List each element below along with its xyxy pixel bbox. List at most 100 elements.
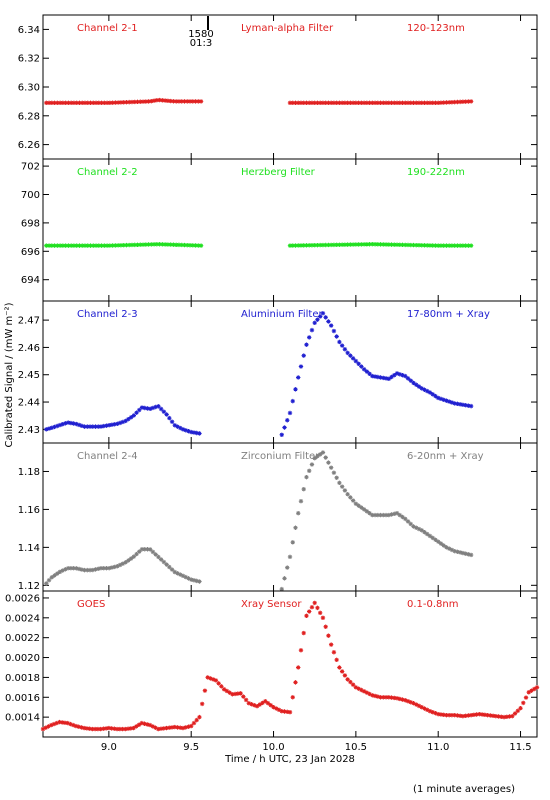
data-point xyxy=(414,242,419,248)
data-point xyxy=(241,694,246,699)
data-point xyxy=(315,317,320,322)
data-point xyxy=(383,695,389,700)
data-point xyxy=(93,100,99,106)
data-point xyxy=(162,98,168,103)
data-point xyxy=(372,100,378,106)
data-point xyxy=(359,364,364,369)
data-point xyxy=(52,573,57,578)
data-point xyxy=(378,512,383,518)
data-point xyxy=(345,492,350,497)
data-point xyxy=(452,712,457,718)
data-point xyxy=(381,100,386,106)
data-point xyxy=(126,558,131,563)
data-point xyxy=(383,242,389,247)
panel-band: 190-222nm xyxy=(407,167,465,178)
data-point xyxy=(290,540,295,545)
data-point xyxy=(296,665,301,670)
data-point xyxy=(290,695,295,700)
data-point xyxy=(350,242,356,247)
data-point xyxy=(265,701,271,706)
data-point xyxy=(85,567,90,573)
data-point xyxy=(137,407,142,413)
panel-band: 0.1-0.8nm xyxy=(407,599,459,610)
data-point xyxy=(518,705,523,711)
data-point xyxy=(57,100,63,106)
series-1-points xyxy=(44,97,204,106)
x-tick-label: 11.5 xyxy=(509,742,531,753)
data-point xyxy=(463,403,468,408)
series-1-points xyxy=(44,242,204,248)
data-point xyxy=(191,430,197,435)
data-point xyxy=(334,475,339,480)
y-tick-label: 6.26 xyxy=(18,140,40,151)
data-point xyxy=(419,386,424,391)
data-point xyxy=(334,100,339,106)
data-point xyxy=(381,375,386,381)
data-point xyxy=(392,242,397,247)
data-point xyxy=(40,726,46,732)
data-point xyxy=(436,539,441,544)
data-point xyxy=(285,565,290,570)
data-point xyxy=(337,242,342,247)
data-point xyxy=(446,546,452,551)
data-point xyxy=(175,571,180,576)
data-point xyxy=(80,243,85,248)
data-point xyxy=(80,100,85,106)
data-point xyxy=(194,430,199,436)
data-point xyxy=(123,726,128,732)
data-point xyxy=(79,725,84,730)
data-point xyxy=(466,99,471,104)
data-point xyxy=(436,243,441,248)
data-point xyxy=(138,99,143,104)
data-point xyxy=(110,243,115,248)
data-point xyxy=(419,528,424,533)
data-point xyxy=(317,100,323,106)
data-point xyxy=(444,545,449,550)
event-marker-bottom: 01:3 xyxy=(190,38,212,49)
data-point xyxy=(367,242,372,247)
data-point xyxy=(171,242,176,247)
data-point xyxy=(449,547,455,553)
data-point xyxy=(293,243,298,248)
data-point xyxy=(339,669,345,674)
y-tick-label: 0.0014 xyxy=(5,713,40,724)
data-point xyxy=(342,347,348,352)
data-point xyxy=(350,100,356,106)
data-point xyxy=(328,465,334,470)
data-point xyxy=(180,427,186,432)
data-point xyxy=(290,398,295,404)
data-point xyxy=(381,695,386,700)
data-point xyxy=(386,376,391,382)
data-point xyxy=(326,633,331,638)
data-point xyxy=(345,350,350,356)
data-point xyxy=(290,243,295,248)
data-point xyxy=(57,243,63,248)
data-point xyxy=(386,100,391,106)
data-point xyxy=(106,422,112,428)
data-point xyxy=(356,100,361,106)
data-point xyxy=(463,99,468,104)
data-point xyxy=(151,242,157,247)
data-point xyxy=(63,567,68,572)
panel-channel-name: Channel 2-1 xyxy=(77,23,138,34)
data-point xyxy=(296,243,301,248)
data-point xyxy=(364,509,370,514)
data-point xyxy=(526,690,531,695)
data-point xyxy=(320,450,326,455)
y-tick-label: 1.16 xyxy=(18,505,40,516)
panel-frame xyxy=(42,14,538,160)
data-point xyxy=(309,605,315,610)
data-point xyxy=(178,572,183,577)
data-point xyxy=(104,243,110,248)
data-point xyxy=(315,242,320,248)
data-point xyxy=(463,551,468,556)
data-point xyxy=(466,403,471,408)
data-point xyxy=(287,554,293,560)
data-point xyxy=(65,420,71,425)
data-point xyxy=(91,243,96,248)
x-tick-label: 10.5 xyxy=(345,742,367,753)
y-tick-label: 2.45 xyxy=(18,370,40,381)
data-point xyxy=(205,675,210,680)
data-point xyxy=(164,725,169,731)
panel-filter-name: Herzberg Filter xyxy=(241,167,316,178)
